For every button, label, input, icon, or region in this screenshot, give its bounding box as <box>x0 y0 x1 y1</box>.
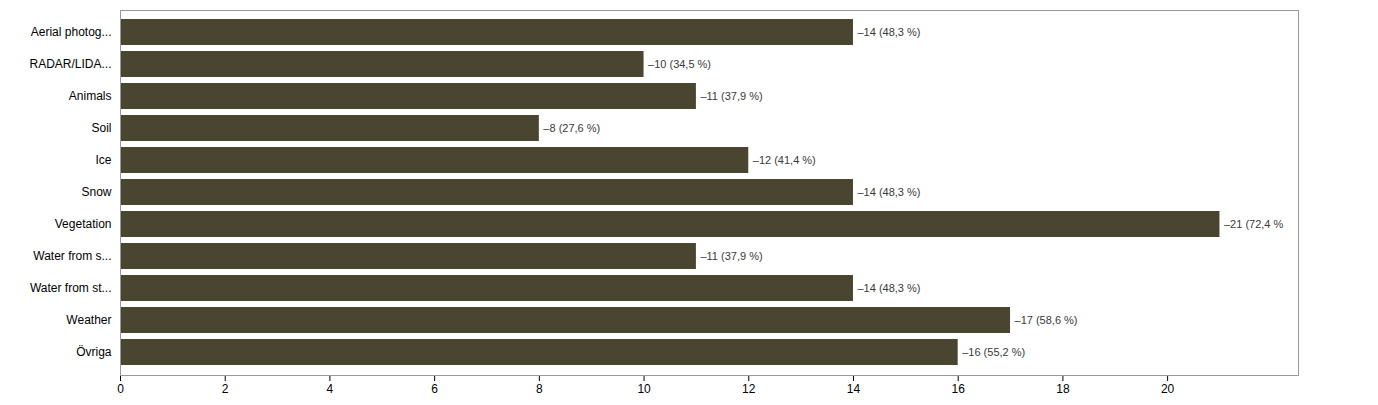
svg-text:–14 (48,3 %): –14 (48,3 %) <box>857 282 920 294</box>
svg-text:–14 (48,3 %): –14 (48,3 %) <box>857 186 920 198</box>
svg-text:Animals: Animals <box>69 89 112 103</box>
svg-text:–11 (37,9 %): –11 (37,9 %) <box>700 250 762 262</box>
svg-text:–16 (55,2 %): –16 (55,2 %) <box>962 346 1025 358</box>
svg-text:Soil: Soil <box>91 121 111 135</box>
svg-text:16: 16 <box>952 382 966 396</box>
svg-text:–17 (58,6 %): –17 (58,6 %) <box>1015 314 1078 326</box>
svg-text:–11 (37,9 %): –11 (37,9 %) <box>700 90 762 102</box>
svg-text:8: 8 <box>536 382 543 396</box>
svg-text:Aerial photog...: Aerial photog... <box>31 25 112 39</box>
svg-text:Övriga: Övriga <box>76 345 112 359</box>
svg-text:Vegetation: Vegetation <box>55 217 112 231</box>
svg-text:Ice: Ice <box>95 153 111 167</box>
svg-text:4: 4 <box>327 382 334 396</box>
svg-text:6: 6 <box>431 382 438 396</box>
svg-text:10: 10 <box>637 382 651 396</box>
svg-text:–10 (34,5 %): –10 (34,5 %) <box>648 58 711 70</box>
svg-text:Water from st...: Water from st... <box>30 281 112 295</box>
svg-text:Water from s...: Water from s... <box>33 249 111 263</box>
svg-text:12: 12 <box>742 382 756 396</box>
svg-text:–12 (41,4 %): –12 (41,4 %) <box>753 154 816 166</box>
svg-text:Snow: Snow <box>81 185 111 199</box>
svg-text:–21 (72,4 %: –21 (72,4 % <box>1224 218 1284 230</box>
svg-text:Weather: Weather <box>66 313 111 327</box>
svg-text:2: 2 <box>222 382 229 396</box>
svg-text:20: 20 <box>1161 382 1175 396</box>
svg-text:0: 0 <box>117 382 124 396</box>
svg-text:–14 (48,3 %): –14 (48,3 %) <box>857 26 920 38</box>
svg-text:18: 18 <box>1056 382 1070 396</box>
svg-text:–8 (27,6 %): –8 (27,6 %) <box>543 122 600 134</box>
svg-text:RADAR/LIDA...: RADAR/LIDA... <box>29 57 111 71</box>
svg-text:14: 14 <box>847 382 861 396</box>
